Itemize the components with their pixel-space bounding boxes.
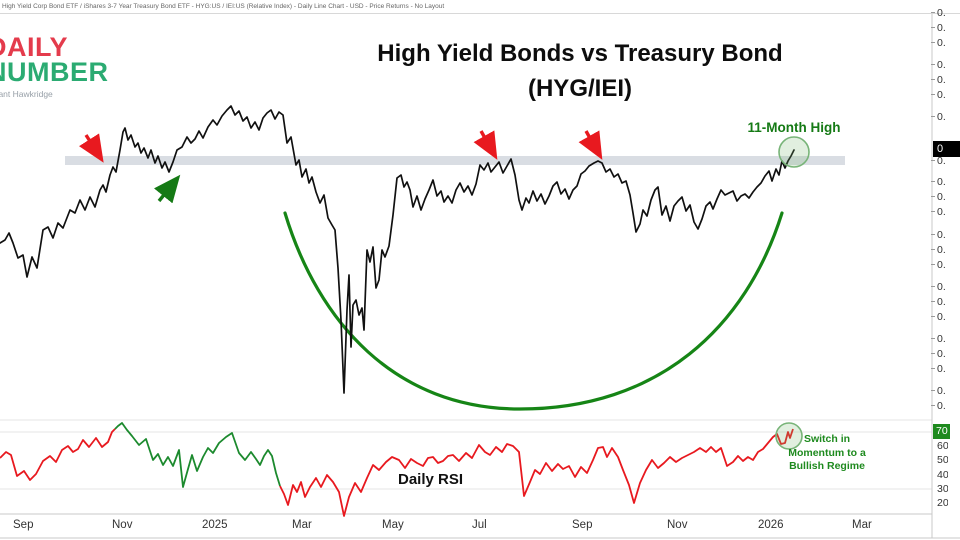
price-axis-label: 0. (931, 244, 946, 256)
green-arrow[interactable] (153, 174, 181, 204)
eleven-month-high-label[interactable]: 11-Month High (747, 120, 841, 135)
price-axis-label: 0. (931, 74, 946, 86)
date-axis-label: Nov (112, 519, 133, 531)
rounding-bottom-arc[interactable] (283, 211, 784, 411)
price-current-value-tag: 0 (933, 141, 960, 157)
price-line[interactable] (0, 105, 795, 394)
rsi-axis-label: 30 (937, 484, 948, 494)
price-axis-label: 0. (931, 7, 946, 19)
red-arrow-1[interactable] (79, 133, 104, 163)
price-current-value: 0 (937, 143, 944, 155)
rsi-axis-label: 40 (937, 470, 948, 480)
rsi-axis-label: 50 (937, 455, 948, 465)
price-axis-label: 0. (931, 348, 946, 360)
chart-description: High Yield Corp Bond ETF / iShares 3-7 Y… (2, 3, 445, 10)
rsi-axis-label: 60 (937, 441, 948, 451)
rsi-current-value-tag: 70 (933, 424, 950, 439)
price-axis-label: 0. (931, 296, 946, 308)
switch-momentum-label[interactable]: Switch in Momentum to a Bullish Regime (768, 433, 886, 474)
rsi-axis-label: 20 (937, 498, 948, 508)
date-axis-label: Sep (572, 519, 593, 531)
switch-momentum-line: Momentum to a (788, 446, 866, 459)
price-axis-label: 0. (931, 363, 946, 375)
price-axis-label: 0. (931, 259, 946, 271)
rsi-line-red-segment-1[interactable] (0, 428, 116, 481)
daily-rsi-label[interactable]: Daily RSI (398, 471, 464, 488)
resistance-band[interactable] (65, 156, 845, 165)
chart-title-line2: (HYG/IEI) (527, 75, 632, 102)
price-axis-label: 0. (931, 311, 946, 323)
price-axis-label: 0. (931, 385, 946, 397)
price-highlight-circle[interactable] (778, 136, 810, 168)
date-axis-label: Jul (472, 519, 487, 531)
chart-title-line1: High Yield Bonds vs Treasury Bond (377, 40, 783, 67)
logo: DAILY NUMBER Grant Hawkridge (0, 34, 109, 99)
rsi-current-value: 70 (936, 425, 948, 437)
logo-word-number: NUMBER (0, 57, 109, 87)
price-axis-label: 0. (931, 89, 946, 101)
date-axis-label: 2026 (758, 519, 784, 531)
chart-header-bar: High Yield Corp Bond ETF / iShares 3-7 Y… (0, 0, 960, 14)
price-axis-label: 0. (931, 191, 946, 203)
price-axis-label: 0. (931, 176, 946, 188)
price-axis-label: 0. (931, 22, 946, 34)
date-axis-label: Sep (13, 519, 34, 531)
date-axis-label: May (382, 519, 404, 531)
date-axis-label: 2025 (202, 519, 228, 531)
red-arrow-2[interactable] (473, 130, 498, 160)
price-axis-label: 0. (931, 229, 946, 241)
price-axis-label: 0. (931, 400, 946, 412)
switch-momentum-line: Bullish Regime (789, 460, 865, 472)
price-axis-label: 0. (931, 333, 946, 345)
chart-title: High Yield Bonds vs Treasury Bond (HYG/I… (250, 36, 910, 106)
switch-momentum-line: Switch in (803, 433, 851, 445)
logo-word-daily: DAILY (0, 32, 69, 62)
rsi-line-green-segment[interactable] (114, 422, 281, 488)
date-axis-label: Mar (292, 519, 312, 531)
rsi-line-red-segment-2[interactable] (279, 428, 794, 517)
date-axis-label: Mar (852, 519, 872, 531)
price-axis-label: 0. (931, 281, 946, 293)
price-axis-label: 0. (931, 111, 946, 123)
rsi-highlight-circle[interactable] (775, 422, 803, 450)
price-axis-label: 0. (931, 155, 946, 167)
price-axis-label: 0. (931, 206, 946, 218)
price-axis-label: 0. (931, 37, 946, 49)
red-arrow-3[interactable] (578, 130, 603, 160)
logo-byline: Grant Hawkridge (0, 89, 53, 99)
price-axis-label: 0. (931, 59, 946, 71)
date-axis-label: Nov (667, 519, 688, 531)
